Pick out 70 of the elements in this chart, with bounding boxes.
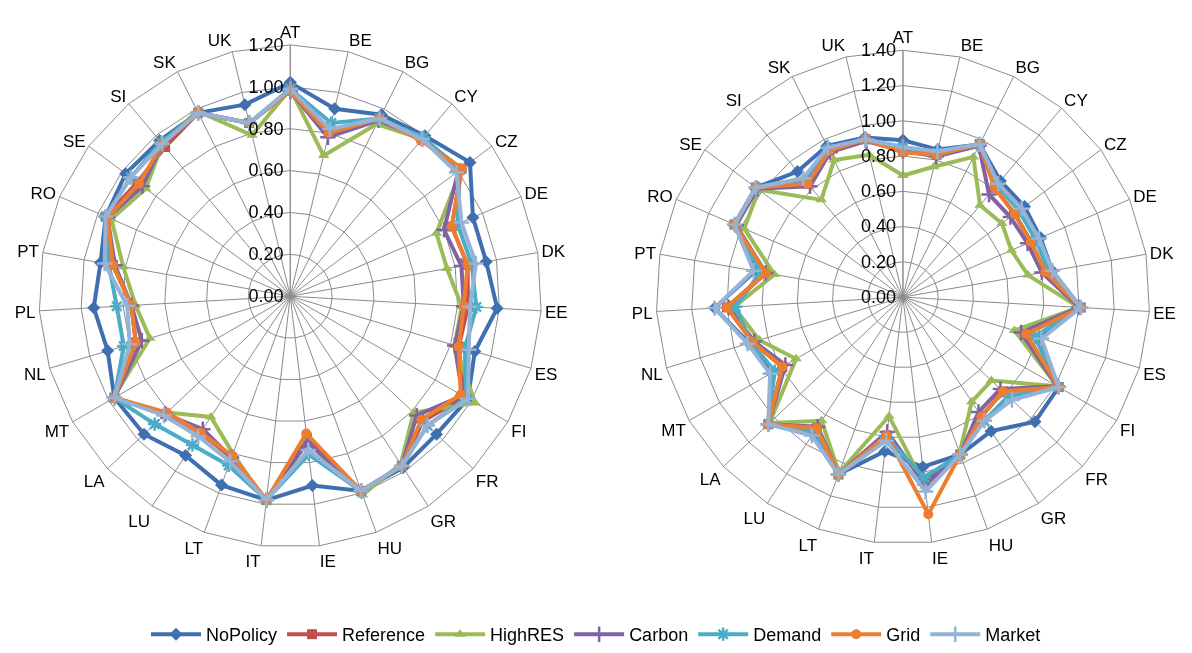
spoke-label: SK: [767, 57, 792, 77]
spoke-label: FI: [1120, 421, 1136, 441]
y-tick-label: 0.20: [861, 251, 897, 272]
spoke-label: UK: [207, 30, 233, 50]
spoke-label: ES: [1143, 364, 1166, 384]
spoke-label: EE: [1153, 303, 1176, 323]
spoke-label: MT: [661, 421, 686, 441]
spoke-label: HU: [988, 535, 1014, 555]
y-tick-label: 1.20: [861, 75, 897, 96]
legend-label: Demand: [753, 625, 822, 646]
spoke-label: NL: [641, 364, 663, 384]
legend-label: NoPolicy: [206, 625, 278, 646]
spoke-label: DK: [1149, 243, 1175, 263]
spoke-label: FI: [511, 422, 527, 442]
spoke-label: ES: [534, 364, 558, 384]
legend-label: Carbon: [629, 625, 689, 646]
y-tick-label: 1.00: [861, 110, 897, 131]
spoke-label: LA: [83, 472, 106, 492]
spoke-label: MT: [44, 422, 70, 442]
spoke-label: FR: [1085, 470, 1108, 490]
spoke-label: LU: [128, 511, 151, 531]
legend-label: Market: [985, 625, 1041, 646]
spoke-label: UK: [821, 36, 846, 56]
spoke-label: CZ: [1104, 135, 1127, 155]
spoke-label: CY: [1064, 91, 1088, 111]
y-tick-label: 0.40: [861, 216, 897, 237]
spoke-label: NL: [24, 364, 46, 384]
spoke-label: PT: [17, 242, 39, 262]
spoke-label: BG: [404, 52, 430, 72]
spoke-label: BE: [960, 36, 984, 56]
spoke-label: PT: [634, 243, 657, 263]
spoke-label: CZ: [494, 131, 518, 151]
spoke-label: IE: [319, 552, 336, 572]
spoke-label: SE: [679, 135, 702, 155]
y-tick-label: 1.00: [248, 76, 284, 97]
spoke-label: SI: [110, 86, 127, 106]
y-tick-label: 0.40: [248, 202, 284, 223]
y-tick-label: 0.60: [248, 160, 284, 181]
spoke-label: PL: [14, 302, 36, 322]
legend-label: Grid: [886, 625, 921, 646]
spoke-label: SE: [62, 131, 86, 151]
spoke-label: IT: [245, 552, 261, 572]
spoke-label: CY: [454, 86, 478, 106]
spoke-label: DE: [1133, 186, 1157, 206]
spoke-label: IT: [858, 548, 874, 568]
spoke-label: BE: [349, 30, 372, 50]
spoke-label: HU: [377, 539, 403, 559]
spoke-label: BG: [1015, 57, 1041, 77]
spoke-label: LA: [699, 470, 722, 490]
spoke-label: LU: [743, 509, 766, 529]
y-tick-label: 0.00: [861, 286, 897, 307]
legend-label: Reference: [342, 625, 426, 646]
spoke-label: EE: [545, 302, 568, 322]
spoke-label: GR: [1040, 509, 1067, 529]
spoke-label: FR: [475, 472, 499, 492]
spoke-label: PL: [631, 303, 653, 323]
spoke-label: GR: [430, 511, 456, 531]
y-tick-label: 0.00: [248, 286, 284, 307]
spoke-label: SI: [725, 91, 742, 111]
y-tick-label: 0.60: [861, 181, 897, 202]
spoke-label: IE: [932, 548, 949, 568]
spoke-label: LT: [798, 535, 818, 555]
legend-label: HighRES: [490, 625, 565, 646]
spoke-label: DE: [524, 184, 549, 204]
spoke-label: SK: [153, 52, 177, 72]
spoke-label: LT: [184, 539, 203, 559]
spoke-label: DK: [541, 242, 566, 262]
spoke-label: RO: [30, 184, 56, 204]
spoke-label: RO: [647, 186, 673, 206]
y-tick-label: 0.20: [248, 244, 284, 265]
